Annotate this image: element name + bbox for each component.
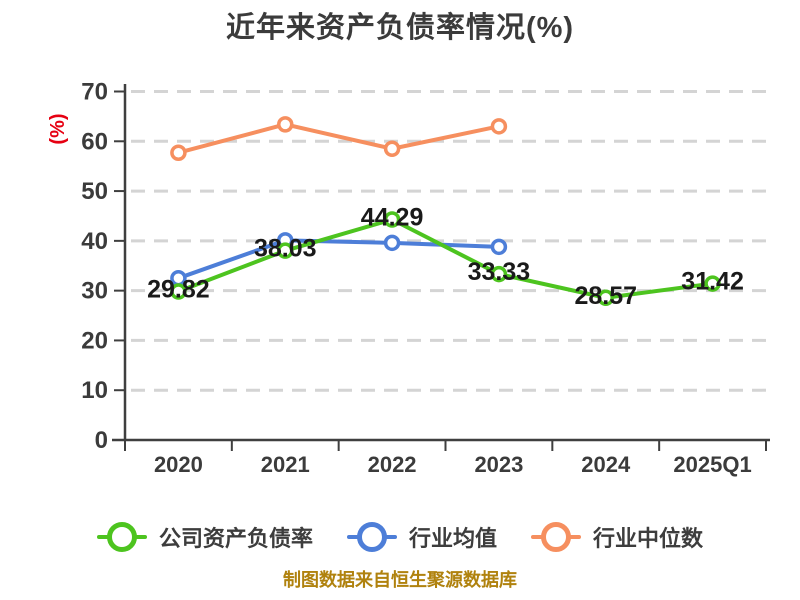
svg-text:28.57: 28.57 xyxy=(574,282,637,310)
svg-text:29.82: 29.82 xyxy=(147,276,210,304)
source-note: 制图数据来自恒生聚源数据库 xyxy=(283,570,517,590)
legend-label: 行业均值 xyxy=(408,526,497,551)
svg-text:70: 70 xyxy=(81,79,108,106)
svg-text:30: 30 xyxy=(81,278,108,305)
legend-item-industry-mean[interactable]: 行业均值 xyxy=(346,521,497,553)
legend-item-industry-median[interactable]: 行业中位数 xyxy=(531,521,703,553)
svg-text:44.29: 44.29 xyxy=(361,203,424,231)
legend-marker-orange-circle-icon xyxy=(531,522,581,552)
legend-circle-icon xyxy=(356,522,387,552)
svg-text:33.33: 33.33 xyxy=(468,258,531,286)
legend-circle-icon xyxy=(106,522,137,552)
chart-title: 近年来资产负债率情况(%) xyxy=(225,12,575,44)
svg-text:40: 40 xyxy=(81,228,108,255)
svg-text:2020: 2020 xyxy=(154,452,203,477)
svg-text:2025Q1: 2025Q1 xyxy=(673,452,751,477)
svg-text:60: 60 xyxy=(81,128,108,155)
svg-text:10: 10 xyxy=(81,377,108,404)
svg-text:0: 0 xyxy=(95,427,108,454)
legend-label: 行业中位数 xyxy=(593,526,704,551)
legend-marker-green-circle-icon xyxy=(96,522,147,552)
svg-text:2023: 2023 xyxy=(474,452,523,477)
svg-text:20: 20 xyxy=(81,327,108,354)
legend-marker-blue-circle-icon xyxy=(346,522,397,552)
svg-text:2024: 2024 xyxy=(581,452,631,477)
svg-text:31.42: 31.42 xyxy=(681,268,744,296)
legend-label: 公司资产负债率 xyxy=(158,526,313,551)
legend: 公司资产负债率 行业均值 行业中位数 xyxy=(0,521,800,553)
svg-text:2021: 2021 xyxy=(261,452,310,477)
svg-text:38.03: 38.03 xyxy=(254,235,317,263)
legend-circle-icon xyxy=(541,522,571,552)
svg-text:50: 50 xyxy=(81,178,108,205)
legend-item-company-ratio[interactable]: 公司资产负债率 xyxy=(96,521,313,553)
svg-text:2022: 2022 xyxy=(368,452,417,477)
